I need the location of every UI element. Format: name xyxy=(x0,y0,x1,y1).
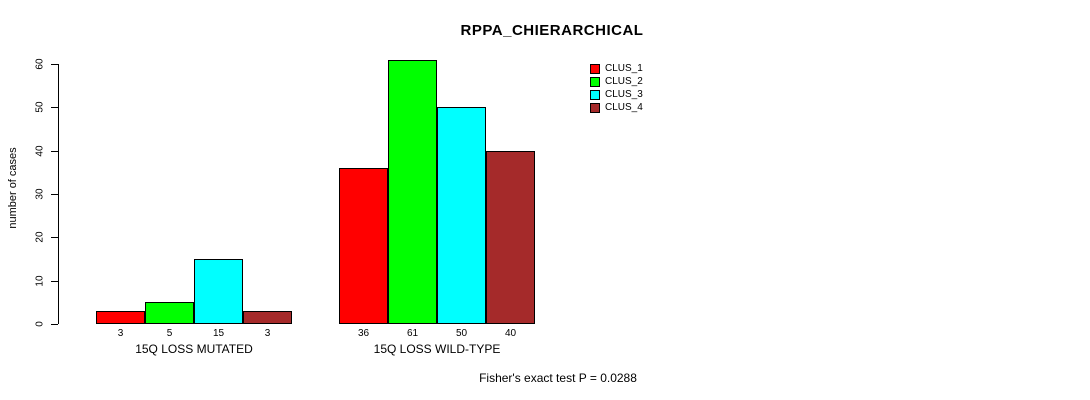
y-axis-line xyxy=(58,64,59,324)
bar-clus_1 xyxy=(96,311,145,324)
legend-item-clus_3: CLUS_3 xyxy=(590,88,643,101)
y-axis-tick xyxy=(51,150,58,152)
y-axis-tick xyxy=(51,107,58,109)
bar-clus_4 xyxy=(486,151,535,324)
bar-clus_3 xyxy=(194,259,243,324)
y-axis-tick xyxy=(51,64,58,65)
chart-title: RPPA_CHIERARCHICAL xyxy=(460,22,644,39)
bar-clus_2 xyxy=(145,302,194,324)
x-group-label: 15Q LOSS MUTATED xyxy=(135,342,253,356)
legend-swatch xyxy=(590,102,600,113)
y-axis-tick xyxy=(51,280,58,282)
bar-clus_3 xyxy=(437,107,486,324)
bar-value-label: 61 xyxy=(406,328,419,339)
legend-swatch xyxy=(590,63,600,74)
y-axis-tick xyxy=(51,324,58,325)
legend-label: CLUS_1 xyxy=(605,63,643,74)
bar-clus_2 xyxy=(388,60,437,324)
bar-value-label: 15 xyxy=(212,328,225,339)
legend-label: CLUS_2 xyxy=(605,76,643,87)
bar-value-label: 36 xyxy=(357,328,370,339)
legend-item-clus_2: CLUS_2 xyxy=(590,75,643,88)
legend: CLUS_1 CLUS_2 CLUS_3 CLUS_4 xyxy=(590,62,643,114)
bar-value-label: 50 xyxy=(455,328,468,339)
x-group-label: 15Q LOSS WILD-TYPE xyxy=(373,342,501,356)
legend-swatch xyxy=(590,76,600,87)
y-axis-tick xyxy=(51,194,58,195)
legend-label: CLUS_4 xyxy=(605,102,643,113)
legend-swatch xyxy=(590,89,600,100)
legend-item-clus_1: CLUS_1 xyxy=(590,62,643,75)
y-axis-tick xyxy=(51,237,58,239)
legend-item-clus_4: CLUS_4 xyxy=(590,101,643,114)
bar-value-label: 3 xyxy=(264,328,271,339)
legend-label: CLUS_3 xyxy=(605,89,643,100)
bar-value-label: 3 xyxy=(117,328,124,339)
footer-note: Fisher's exact test P = 0.0288 xyxy=(479,371,637,385)
bar-clus_4 xyxy=(243,311,292,324)
bar-clus_1 xyxy=(339,168,388,324)
bar-value-label: 5 xyxy=(166,328,173,339)
bar-value-label: 40 xyxy=(504,328,517,339)
